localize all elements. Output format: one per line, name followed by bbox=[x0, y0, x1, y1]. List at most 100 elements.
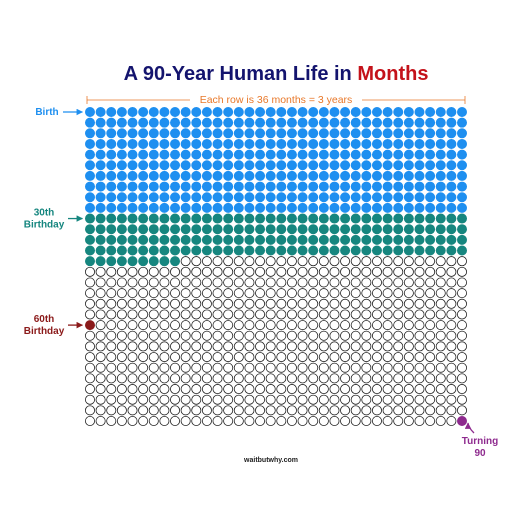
month-dot bbox=[170, 224, 181, 235]
month-dot bbox=[233, 362, 244, 373]
month-dot bbox=[435, 170, 446, 181]
month-dot bbox=[159, 107, 170, 118]
month-dot bbox=[223, 224, 234, 235]
month-dot bbox=[393, 245, 404, 256]
month-dot bbox=[159, 330, 170, 341]
month-dot bbox=[191, 160, 202, 171]
month-dot bbox=[244, 394, 255, 405]
month-dot bbox=[329, 394, 340, 405]
milestone-label-line: Birth bbox=[35, 107, 58, 118]
month-dot bbox=[446, 138, 457, 149]
month-dot bbox=[425, 298, 436, 309]
month-dot bbox=[138, 352, 149, 363]
month-dot bbox=[212, 160, 223, 171]
month-dot bbox=[371, 330, 382, 341]
month-dot bbox=[446, 256, 457, 267]
month-dot bbox=[170, 149, 181, 160]
month-dot bbox=[255, 213, 266, 224]
month-dot bbox=[361, 170, 372, 181]
month-dot bbox=[255, 352, 266, 363]
month-dot bbox=[308, 181, 319, 192]
month-dot bbox=[276, 277, 287, 288]
month-dot bbox=[159, 160, 170, 171]
month-dot bbox=[116, 202, 127, 213]
month-dot bbox=[233, 415, 244, 426]
month-dot bbox=[106, 277, 117, 288]
month-dot bbox=[297, 213, 308, 224]
month-dot bbox=[414, 181, 425, 192]
month-dot bbox=[106, 266, 117, 277]
month-dot bbox=[425, 224, 436, 235]
month-dot bbox=[95, 170, 106, 181]
month-dot bbox=[180, 202, 191, 213]
month-dot bbox=[127, 415, 138, 426]
month-dot bbox=[106, 330, 117, 341]
month-dot bbox=[255, 192, 266, 203]
month-dot bbox=[255, 128, 266, 139]
month-dot bbox=[95, 160, 106, 171]
month-dot bbox=[244, 202, 255, 213]
month-dot bbox=[446, 405, 457, 416]
month-dot bbox=[212, 405, 223, 416]
month-dot bbox=[212, 320, 223, 331]
month-dot bbox=[95, 181, 106, 192]
month-dot bbox=[425, 288, 436, 299]
month-dot bbox=[425, 352, 436, 363]
month-dot bbox=[297, 202, 308, 213]
month-dot bbox=[414, 138, 425, 149]
month-dot bbox=[265, 330, 276, 341]
month-dot bbox=[308, 405, 319, 416]
month-dot bbox=[276, 405, 287, 416]
month-dot bbox=[286, 160, 297, 171]
month-dot bbox=[435, 192, 446, 203]
month-dot bbox=[446, 288, 457, 299]
month-dot bbox=[456, 149, 467, 160]
month-dot bbox=[223, 330, 234, 341]
month-dot bbox=[318, 160, 329, 171]
month-dot bbox=[265, 149, 276, 160]
month-dot bbox=[446, 224, 457, 235]
month-dot bbox=[159, 256, 170, 267]
month-dot bbox=[318, 107, 329, 118]
month-dot bbox=[233, 202, 244, 213]
month-dot bbox=[223, 256, 234, 267]
month-dot bbox=[456, 224, 467, 235]
month-dot bbox=[371, 309, 382, 320]
month-dot bbox=[329, 373, 340, 384]
month-dot bbox=[201, 288, 212, 299]
month-dot bbox=[308, 352, 319, 363]
month-dot bbox=[414, 341, 425, 352]
month-dot bbox=[318, 192, 329, 203]
month-dot bbox=[393, 149, 404, 160]
month-dot bbox=[297, 341, 308, 352]
month-dot bbox=[329, 352, 340, 363]
month-dot bbox=[138, 192, 149, 203]
month-dot bbox=[170, 266, 181, 277]
month-dot bbox=[371, 415, 382, 426]
month-dot bbox=[233, 373, 244, 384]
month-dot bbox=[446, 330, 457, 341]
month-dot bbox=[180, 362, 191, 373]
month-dot bbox=[435, 384, 446, 395]
month-dot bbox=[138, 256, 149, 267]
month-dot bbox=[255, 394, 266, 405]
month-dot bbox=[191, 288, 202, 299]
milestone-label-line: Birthday bbox=[24, 326, 65, 337]
month-dot bbox=[223, 405, 234, 416]
month-dot bbox=[191, 298, 202, 309]
month-dot bbox=[265, 266, 276, 277]
month-dot bbox=[233, 117, 244, 128]
month-dot bbox=[371, 192, 382, 203]
month-dot bbox=[265, 277, 276, 288]
month-dot bbox=[350, 320, 361, 331]
month-dot bbox=[180, 394, 191, 405]
month-dot bbox=[148, 234, 159, 245]
month-dot bbox=[286, 192, 297, 203]
milestone-label-line: Birthday bbox=[24, 219, 65, 230]
month-dot bbox=[191, 320, 202, 331]
month-dot bbox=[159, 309, 170, 320]
month-dot bbox=[116, 384, 127, 395]
month-dot bbox=[180, 107, 191, 118]
month-dot bbox=[456, 192, 467, 203]
month-dot bbox=[95, 309, 106, 320]
